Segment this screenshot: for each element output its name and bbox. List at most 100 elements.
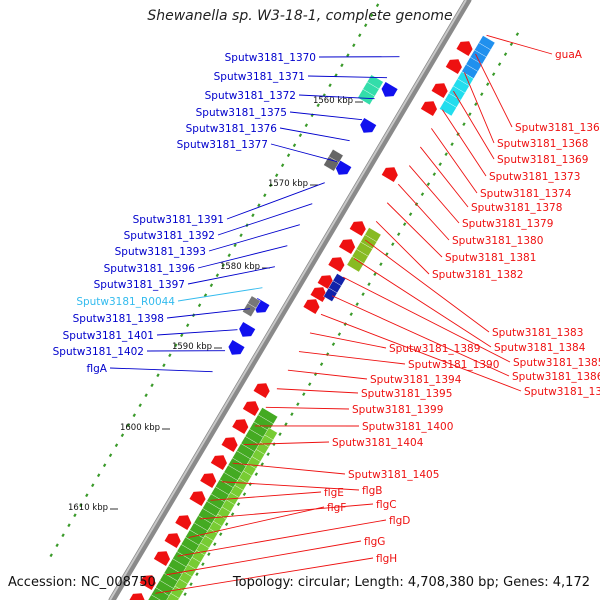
gc-skew-dot-left (203, 293, 208, 298)
right-leader-line (210, 491, 322, 501)
right-gene-label: Sputw3181_1378 (471, 202, 562, 214)
gc-skew-dot-left (162, 363, 166, 368)
genome-backbone-highlight (109, 0, 467, 600)
forward-gene (228, 340, 245, 355)
gc-skew-dot-left (55, 543, 59, 548)
gc-skew-dot-left (221, 263, 225, 268)
scale-tick-label: 1610 kbp (68, 503, 108, 513)
forward-gene (360, 118, 377, 133)
gc-skew-dot-right (242, 492, 247, 497)
gc-skew-dot-right (260, 462, 264, 467)
gc-skew-dot-right (379, 262, 383, 267)
left-leader-line (226, 182, 325, 220)
gc-skew-dot-right (426, 182, 431, 187)
left-gene-label: Sputw3181_1396 (104, 263, 196, 275)
gc-skew-dot-left (132, 413, 136, 418)
gc-skew-dot-left (174, 343, 178, 348)
right-gene-label: guaA (555, 49, 583, 61)
right-gene-label: flgH (376, 553, 397, 565)
gc-skew-dot-left (304, 123, 309, 128)
gc-skew-dot-right (391, 242, 395, 247)
reverse-gene (431, 83, 448, 98)
reverse-gene (175, 515, 192, 530)
gc-skew-dot-right (509, 42, 514, 47)
reverse-gene (328, 257, 345, 272)
gc-skew-dot-left (209, 283, 214, 288)
right-leader-line (353, 258, 492, 348)
gc-skew-dot-right (331, 342, 336, 347)
reverse-gene (303, 299, 320, 314)
left-gene-label: Sputw3181_1370 (225, 52, 316, 64)
right-leader-line (364, 239, 490, 333)
reverse-gene (232, 419, 249, 434)
reverse-gene (242, 401, 260, 416)
right-leader-line (287, 369, 368, 380)
right-gene-label: Sputw3181_1400 (362, 421, 453, 433)
gc-skew-dot-left (346, 53, 350, 58)
right-leader-line (155, 557, 374, 594)
gc-skew-dot-right (450, 142, 454, 147)
gc-skew-dot-right (355, 302, 359, 307)
right-leader-line (177, 519, 387, 557)
right-gene-label: Sputw3181_1390 (408, 359, 499, 371)
gc-skew-dot-right (201, 562, 205, 567)
reverse-gene (253, 383, 270, 398)
left-gene-label: Sputw3181_1372 (205, 90, 296, 102)
gc-skew-dot-left (215, 273, 220, 278)
reverse-gene (128, 593, 146, 600)
right-gene-label: Sputw3181_1394 (370, 374, 462, 386)
gc-skew-dot-left (358, 33, 362, 38)
pseudogene-block (242, 302, 257, 318)
gc-skew-dot-left (269, 183, 273, 188)
gc-skew-dot-right (497, 62, 502, 67)
reverse-gene (338, 239, 356, 254)
right-leader-line (397, 183, 450, 241)
right-leader-line (298, 351, 406, 365)
gc-skew-dot-left (49, 553, 53, 558)
gc-skew-dot-left (340, 63, 344, 68)
left-gene-label: Sputw3181_1402 (53, 346, 144, 358)
gc-skew-dot-right (230, 512, 235, 517)
right-leader-line (199, 503, 374, 520)
gc-skew-dot-right (219, 532, 223, 537)
reverse-gene (221, 437, 238, 452)
reverse-gene (200, 473, 217, 488)
gc-skew-dot-right (462, 122, 466, 127)
right-leader-line (232, 462, 346, 475)
feature-block-navy (323, 287, 338, 302)
gc-skew-dot-left (316, 103, 320, 108)
gc-skew-dot-right (278, 432, 282, 437)
gc-skew-dot-right (290, 412, 294, 417)
scale-tick-label: 1590 kbp (172, 342, 212, 352)
right-gene-label: Sputw3181_1373 (489, 171, 580, 183)
gc-skew-dot-left (227, 253, 231, 258)
left-leader-line (289, 111, 363, 121)
right-gene-label: Sputw3181_1405 (348, 469, 439, 481)
gc-skew-dot-left (298, 133, 303, 138)
gc-skew-dot-left (239, 233, 243, 238)
forward-gene (239, 322, 256, 337)
gc-skew-dot-right (503, 52, 508, 57)
flagellar-gene-block-light (165, 593, 180, 600)
gc-skew-dot-right (397, 232, 401, 237)
gc-skew-dot-left (292, 143, 297, 148)
left-leader-line (279, 127, 350, 142)
right-leader-line (276, 388, 359, 394)
gc-skew-dot-left (150, 383, 154, 388)
gc-skew-dot-left (96, 473, 101, 478)
feature-block-olive (346, 256, 365, 273)
left-gene-label: Sputw3181_1392 (124, 230, 215, 242)
reverse-gene (420, 101, 438, 116)
gc-skew-dot-right (319, 362, 324, 367)
reverse-gene (310, 287, 327, 302)
gc-skew-dot-right (337, 332, 342, 337)
right-leader-line (243, 441, 330, 445)
right-leader-line (453, 90, 495, 160)
gc-skew-dot-right (432, 172, 437, 177)
gc-skew-dot-right (367, 282, 371, 287)
forward-gene (381, 82, 398, 97)
topology-text: Topology: circular; Length: 4,708,380 bp… (232, 575, 590, 590)
left-gene-label: Sputw3181_1397 (94, 279, 185, 291)
right-leader-line (221, 481, 360, 491)
reverse-gene (153, 551, 171, 566)
